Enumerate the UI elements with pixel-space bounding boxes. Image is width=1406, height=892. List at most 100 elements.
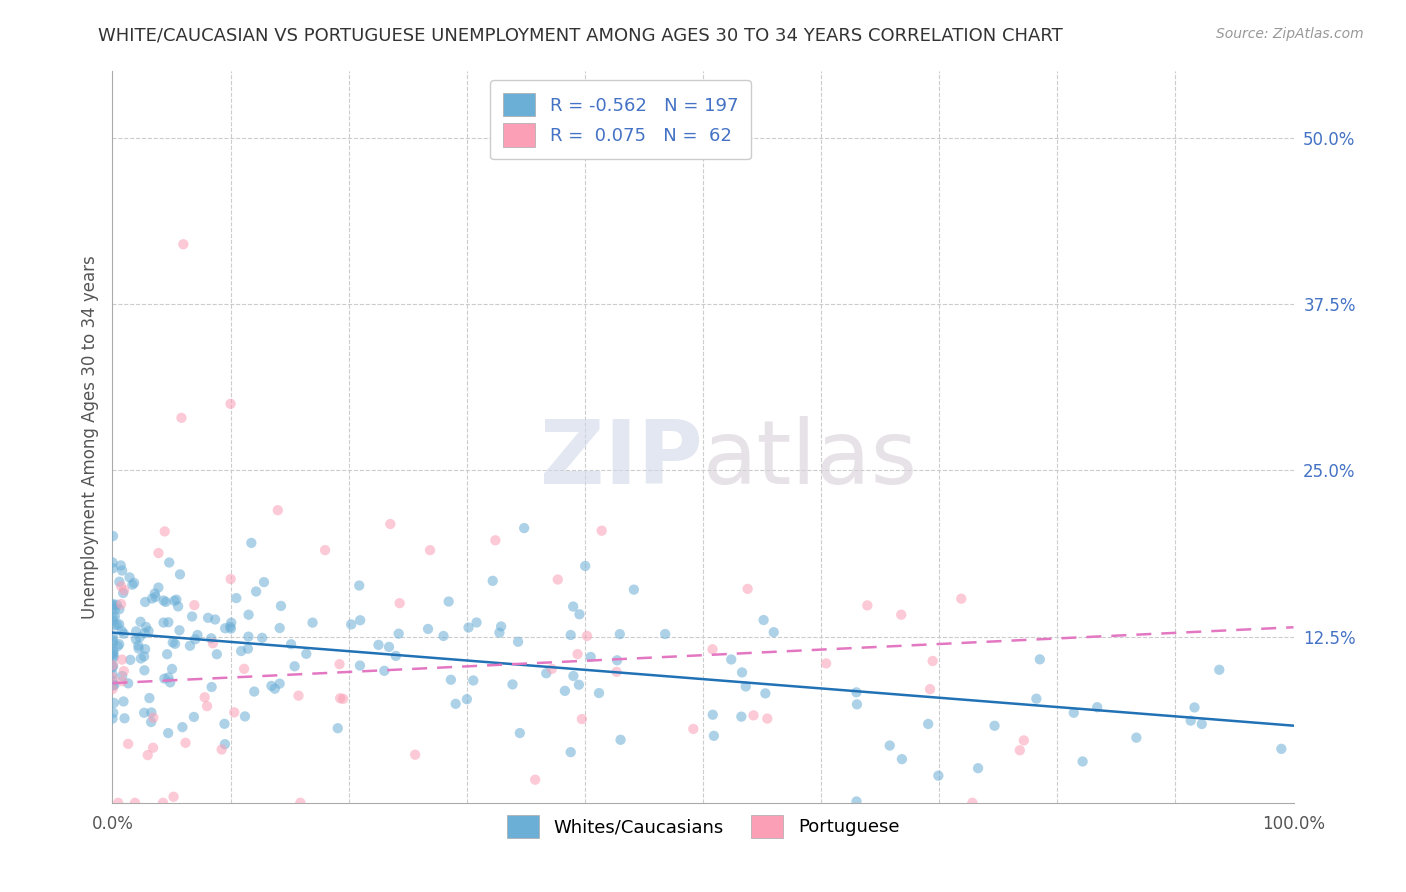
- Point: [416, 622, 439, 636]
- Point: [918, 682, 941, 697]
- Point: [463, 673, 485, 688]
- Text: Source: ZipAtlas.com: Source: ZipAtlas.com: [1216, 27, 1364, 41]
- Point: [567, 647, 589, 661]
- Point: [927, 769, 949, 783]
- Point: [284, 659, 307, 673]
- Point: [609, 627, 631, 641]
- Point: [108, 602, 131, 616]
- Point: [101, 610, 124, 624]
- Point: [108, 637, 131, 651]
- Point: [112, 664, 135, 678]
- Point: [152, 796, 174, 810]
- Point: [591, 524, 613, 538]
- Point: [524, 772, 547, 787]
- Point: [762, 625, 785, 640]
- Point: [170, 410, 193, 425]
- Point: [340, 617, 363, 632]
- Point: [114, 711, 136, 725]
- Point: [233, 662, 256, 676]
- Point: [101, 556, 124, 570]
- Point: [143, 586, 166, 600]
- Legend: Whites/Caucasians, Portuguese: Whites/Caucasians, Portuguese: [499, 807, 907, 845]
- Point: [169, 567, 191, 582]
- Point: [107, 639, 129, 653]
- Point: [157, 670, 180, 684]
- Point: [890, 607, 912, 622]
- Point: [103, 648, 125, 663]
- Point: [134, 706, 156, 720]
- Point: [347, 578, 370, 592]
- Point: [457, 620, 479, 634]
- Point: [162, 789, 184, 804]
- Point: [101, 681, 124, 696]
- Point: [101, 660, 124, 674]
- Point: [502, 677, 524, 691]
- Point: [540, 662, 562, 676]
- Point: [224, 706, 246, 720]
- Point: [174, 736, 197, 750]
- Point: [484, 533, 506, 548]
- Point: [328, 657, 350, 672]
- Point: [253, 575, 276, 590]
- Point: [488, 625, 510, 640]
- Point: [125, 632, 148, 647]
- Point: [314, 543, 336, 558]
- Point: [373, 664, 395, 678]
- Point: [122, 576, 145, 591]
- Point: [163, 594, 186, 608]
- Point: [1025, 691, 1047, 706]
- Point: [153, 524, 176, 539]
- Point: [162, 635, 184, 649]
- Point: [101, 529, 124, 543]
- Point: [263, 681, 285, 696]
- Point: [682, 722, 704, 736]
- Point: [155, 595, 177, 609]
- Point: [157, 615, 180, 630]
- Point: [157, 556, 180, 570]
- Point: [1085, 700, 1108, 714]
- Point: [720, 652, 742, 666]
- Point: [388, 596, 411, 610]
- Point: [506, 634, 529, 648]
- Point: [107, 796, 129, 810]
- Point: [101, 597, 124, 611]
- Point: [231, 644, 253, 658]
- Point: [101, 673, 124, 688]
- Point: [103, 651, 125, 665]
- Point: [201, 636, 224, 650]
- Point: [962, 796, 984, 810]
- Point: [183, 710, 205, 724]
- Point: [731, 665, 754, 680]
- Point: [326, 721, 349, 735]
- Point: [134, 626, 156, 640]
- Point: [103, 696, 125, 710]
- Point: [301, 615, 323, 630]
- Text: atlas: atlas: [703, 416, 918, 502]
- Point: [117, 676, 139, 690]
- Point: [269, 676, 291, 690]
- Point: [734, 680, 756, 694]
- Point: [138, 691, 160, 706]
- Point: [104, 602, 127, 616]
- Point: [204, 613, 226, 627]
- Point: [101, 646, 124, 660]
- Point: [1008, 743, 1031, 757]
- Point: [845, 795, 868, 809]
- Point: [101, 679, 124, 693]
- Point: [169, 624, 191, 638]
- Point: [233, 709, 256, 723]
- Point: [105, 617, 128, 632]
- Point: [1208, 663, 1230, 677]
- Point: [110, 597, 132, 611]
- Point: [124, 796, 146, 810]
- Point: [112, 694, 135, 708]
- Point: [270, 599, 292, 613]
- Point: [245, 584, 267, 599]
- Point: [111, 674, 134, 689]
- Point: [1063, 706, 1085, 720]
- Point: [623, 582, 645, 597]
- Point: [186, 628, 208, 642]
- Point: [967, 761, 990, 775]
- Point: [419, 543, 441, 558]
- Text: WHITE/CAUCASIAN VS PORTUGUESE UNEMPLOYMENT AMONG AGES 30 TO 34 YEARS CORRELATION: WHITE/CAUCASIAN VS PORTUGUESE UNEMPLOYME…: [98, 27, 1063, 45]
